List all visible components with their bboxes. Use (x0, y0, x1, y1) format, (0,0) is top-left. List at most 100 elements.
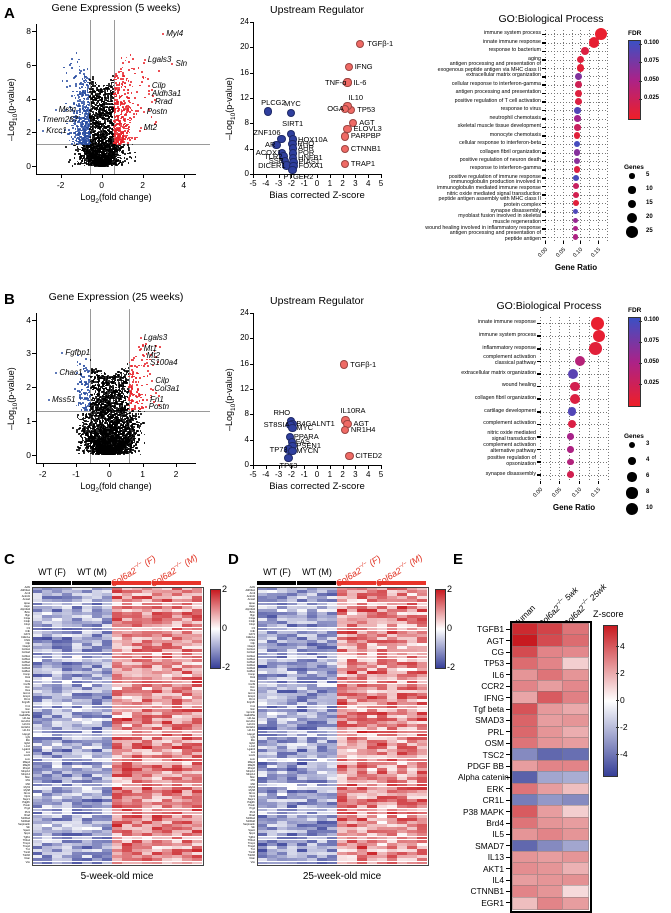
labeled-point (151, 101, 153, 103)
data-point (132, 58, 134, 60)
data-point (83, 149, 85, 151)
data-point (116, 384, 118, 386)
data-point (85, 147, 87, 149)
data-point (112, 97, 114, 99)
data-point (131, 447, 133, 449)
data-point (72, 138, 74, 140)
data-point (91, 81, 93, 83)
data-point (116, 132, 118, 134)
data-point (83, 69, 85, 71)
data-point (143, 62, 145, 64)
data-point (124, 135, 126, 137)
data-point (138, 365, 140, 367)
data-point (89, 91, 91, 93)
data-point (62, 80, 64, 82)
data-point (94, 393, 96, 395)
data-point (126, 112, 128, 114)
data-point (85, 129, 87, 131)
data-point (107, 120, 109, 122)
data-point (128, 149, 130, 151)
data-point (141, 71, 143, 73)
data-point (124, 118, 126, 120)
data-point (122, 76, 124, 78)
data-point (110, 98, 112, 100)
data-point (135, 413, 137, 415)
data-point (128, 69, 130, 71)
data-point (126, 110, 128, 112)
data-point (78, 453, 80, 455)
data-point (92, 453, 94, 455)
data-point (115, 387, 117, 389)
data-point (74, 157, 76, 159)
data-point (71, 58, 73, 60)
data-point (114, 135, 116, 137)
data-point (90, 359, 92, 361)
data-point (71, 95, 73, 97)
data-point (134, 97, 136, 99)
data-point (68, 161, 70, 163)
data-point (128, 162, 130, 164)
data-point (135, 381, 137, 383)
data-point (131, 92, 133, 94)
data-point (99, 116, 101, 118)
data-point (113, 93, 115, 95)
data-point (87, 118, 89, 120)
data-point (145, 77, 147, 79)
labeled-point (144, 59, 146, 61)
data-point (130, 54, 132, 56)
data-point (90, 110, 92, 112)
data-point (85, 123, 87, 125)
data-point (133, 116, 135, 118)
data-point (84, 152, 86, 154)
data-point (136, 384, 138, 386)
data-point (86, 145, 88, 147)
plot-title: Gene Expression (25 weeks) (16, 291, 216, 303)
data-point (96, 117, 98, 119)
data-point (104, 138, 106, 140)
data-point (121, 57, 123, 59)
data-point (74, 136, 76, 138)
data-point (79, 100, 81, 102)
data-point (133, 113, 135, 115)
data-point (96, 152, 98, 154)
data-point (77, 150, 79, 152)
data-point (120, 68, 122, 70)
data-point (77, 414, 79, 416)
data-point (132, 103, 134, 105)
data-point (95, 422, 97, 424)
data-point (79, 72, 81, 74)
data-point (115, 119, 117, 121)
data-point (92, 129, 94, 131)
data-point (73, 103, 75, 105)
data-point (120, 96, 122, 98)
data-point (91, 102, 93, 104)
data-point (111, 116, 113, 118)
data-point (85, 392, 87, 394)
data-point (82, 128, 84, 130)
labeled-point (162, 33, 164, 35)
data-point (80, 142, 82, 144)
data-point (100, 162, 102, 164)
data-point (85, 358, 87, 360)
data-point (143, 365, 145, 367)
data-point (126, 57, 128, 59)
data-point (85, 94, 87, 96)
data-point (115, 163, 117, 165)
data-point (98, 140, 100, 142)
data-point (84, 165, 86, 167)
data-point (102, 154, 104, 156)
gene-label: Postn (147, 107, 167, 116)
data-point (117, 92, 119, 94)
y-tick-label: 6 (14, 60, 31, 70)
data-point (125, 60, 127, 62)
data-point (119, 135, 121, 137)
data-point (94, 99, 96, 101)
data-point (76, 131, 78, 133)
data-point (141, 432, 143, 434)
data-point (85, 87, 87, 89)
data-point (91, 160, 93, 162)
data-point (85, 138, 87, 140)
data-point (151, 116, 153, 118)
data-point (66, 80, 68, 82)
data-point (138, 393, 140, 395)
